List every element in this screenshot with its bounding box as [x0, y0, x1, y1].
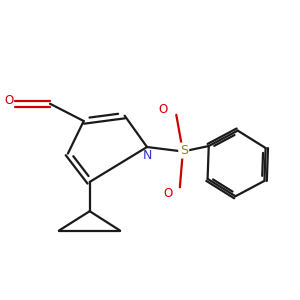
Text: O: O [4, 94, 14, 107]
Text: O: O [163, 187, 172, 200]
Text: N: N [143, 149, 153, 162]
Text: S: S [180, 144, 188, 157]
Text: O: O [158, 103, 167, 116]
